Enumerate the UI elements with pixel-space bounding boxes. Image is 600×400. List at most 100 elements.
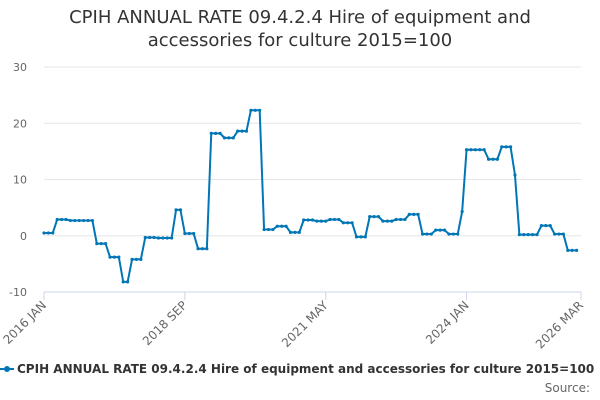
data-point[interactable]	[68, 218, 73, 223]
data-point[interactable]	[478, 148, 482, 152]
data-point[interactable]	[280, 224, 284, 228]
data-point[interactable]	[438, 228, 442, 232]
data-point[interactable]	[112, 255, 117, 259]
data-point[interactable]	[398, 217, 403, 222]
data-point[interactable]	[297, 230, 301, 234]
data-point[interactable]	[526, 233, 530, 237]
data-point[interactable]	[253, 108, 257, 112]
data-point[interactable]	[557, 232, 561, 236]
data-point[interactable]	[544, 224, 548, 228]
data-point[interactable]	[258, 108, 262, 112]
data-point[interactable]	[161, 236, 165, 240]
data-point[interactable]	[346, 221, 350, 225]
data-point[interactable]	[425, 232, 429, 236]
data-point[interactable]	[495, 157, 499, 161]
data-point[interactable]	[73, 218, 77, 223]
data-point[interactable]	[394, 217, 398, 222]
data-point[interactable]	[165, 236, 169, 240]
data-point[interactable]	[328, 217, 332, 222]
data-point[interactable]	[368, 215, 372, 219]
data-point[interactable]	[139, 257, 143, 261]
data-point[interactable]	[341, 221, 345, 225]
data-point[interactable]	[464, 148, 469, 152]
data-point[interactable]	[200, 247, 205, 251]
data-point[interactable]	[517, 233, 521, 237]
data-point[interactable]	[473, 148, 477, 152]
data-point[interactable]	[51, 231, 55, 235]
data-point[interactable]	[99, 242, 103, 246]
data-point[interactable]	[500, 145, 504, 149]
data-point[interactable]	[117, 255, 121, 259]
data-point[interactable]	[214, 131, 218, 135]
data-point[interactable]	[332, 217, 337, 222]
data-point[interactable]	[407, 212, 411, 216]
data-point[interactable]	[390, 219, 394, 223]
data-point[interactable]	[513, 173, 517, 177]
data-point[interactable]	[227, 136, 231, 140]
data-point[interactable]	[104, 242, 108, 246]
data-point[interactable]	[416, 212, 420, 216]
data-point[interactable]	[504, 145, 508, 149]
data-point[interactable]	[205, 247, 209, 251]
data-point[interactable]	[178, 208, 183, 212]
data-point[interactable]	[90, 218, 95, 223]
data-point[interactable]	[482, 148, 486, 152]
data-point[interactable]	[469, 148, 473, 152]
data-point[interactable]	[218, 131, 222, 135]
data-point[interactable]	[522, 233, 526, 237]
data-point[interactable]	[134, 257, 139, 261]
data-point[interactable]	[240, 129, 244, 133]
data-point[interactable]	[86, 218, 90, 223]
data-point[interactable]	[170, 236, 174, 240]
data-point[interactable]	[192, 231, 196, 236]
data-point[interactable]	[302, 218, 306, 222]
data-point[interactable]	[95, 242, 99, 246]
data-point[interactable]	[530, 233, 535, 237]
data-point[interactable]	[420, 232, 425, 236]
data-point[interactable]	[275, 224, 279, 228]
data-point[interactable]	[310, 218, 315, 222]
data-point[interactable]	[372, 215, 376, 219]
data-point[interactable]	[121, 280, 125, 284]
data-point[interactable]	[77, 218, 81, 223]
data-point[interactable]	[337, 217, 341, 222]
data-point[interactable]	[42, 231, 46, 235]
data-point[interactable]	[434, 228, 438, 232]
data-point[interactable]	[271, 227, 275, 232]
data-point[interactable]	[442, 228, 447, 232]
data-point[interactable]	[451, 232, 455, 236]
data-point[interactable]	[412, 212, 416, 216]
data-point[interactable]	[262, 227, 266, 232]
data-point[interactable]	[508, 145, 513, 149]
data-point[interactable]	[350, 221, 354, 225]
data-point[interactable]	[64, 217, 68, 222]
data-point[interactable]	[403, 217, 407, 222]
data-point[interactable]	[288, 230, 293, 234]
data-point[interactable]	[183, 231, 187, 236]
data-point[interactable]	[359, 235, 363, 239]
data-point[interactable]	[60, 217, 64, 222]
data-point[interactable]	[354, 235, 359, 239]
data-point[interactable]	[82, 218, 86, 223]
data-point[interactable]	[143, 235, 147, 240]
data-point[interactable]	[196, 247, 200, 251]
data-point[interactable]	[244, 129, 249, 133]
data-point[interactable]	[363, 235, 367, 239]
data-point[interactable]	[209, 131, 213, 135]
data-point[interactable]	[324, 219, 328, 223]
data-point[interactable]	[148, 235, 152, 240]
data-point[interactable]	[570, 248, 574, 252]
data-point[interactable]	[46, 231, 51, 235]
data-point[interactable]	[306, 218, 310, 222]
data-point[interactable]	[460, 209, 464, 214]
data-point[interactable]	[447, 232, 451, 236]
data-point[interactable]	[108, 255, 112, 259]
data-point[interactable]	[539, 224, 543, 228]
data-point[interactable]	[293, 230, 297, 234]
data-point[interactable]	[548, 224, 552, 228]
data-point[interactable]	[429, 232, 433, 236]
data-point[interactable]	[130, 257, 134, 261]
data-point[interactable]	[486, 157, 491, 161]
data-point[interactable]	[385, 219, 389, 223]
data-point[interactable]	[152, 235, 156, 240]
